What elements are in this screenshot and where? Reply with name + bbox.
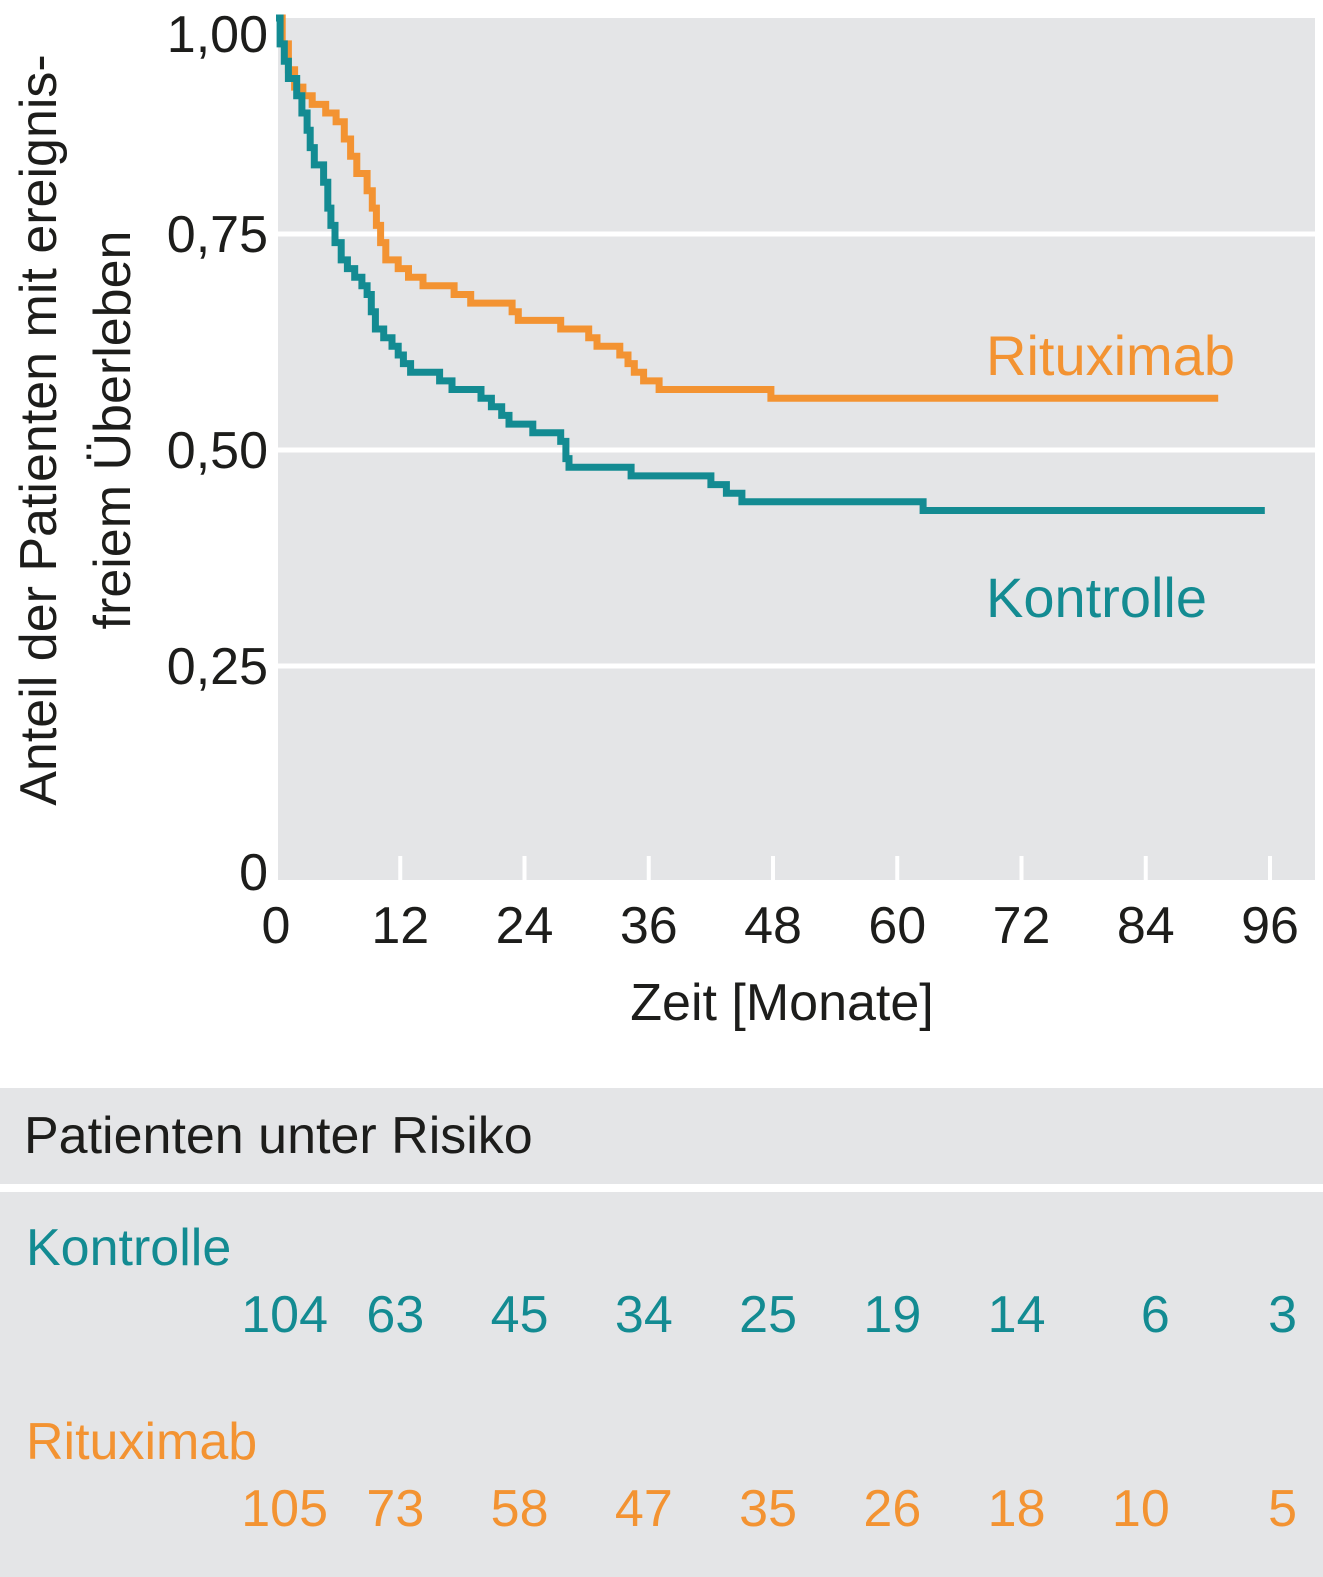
y-tick-label: 0,75 [167, 206, 268, 264]
risk-count: 104 [241, 1286, 328, 1344]
risk-label-rituximab: Rituximab [26, 1413, 258, 1471]
survival-chart: 0 0,25 0,50 0,75 1,00 0 12 24 36 48 60 72 84 96 Ritux… [10, 6, 1315, 1032]
risk-count: 10 [1111, 1480, 1170, 1538]
risk-count: 105 [241, 1480, 328, 1538]
x-tick-label: 12 [371, 897, 429, 955]
y-tick-label: 0,25 [167, 638, 268, 696]
y-axis-title-line1: Anteil der Patienten mit ereignis- [10, 54, 68, 806]
risk-count: 18 [987, 1480, 1046, 1538]
risk-count: 19 [863, 1286, 922, 1344]
y-tick-label: 0,50 [167, 422, 268, 480]
risk-table-header: Patienten unter Risiko [0, 1088, 1323, 1184]
risk-count: 25 [739, 1286, 797, 1344]
risk-count: 73 [366, 1480, 425, 1538]
risk-count: 6 [1140, 1286, 1170, 1344]
x-tick-label: 0 [262, 897, 291, 955]
risk-count: 34 [614, 1286, 673, 1344]
x-tick-label: 60 [868, 897, 926, 955]
y-axis-title-line2: freiem Überleben [84, 231, 142, 630]
risk-table: Kontrolle 104 63 45 34 25 19 14 6 3 Rituximab 10… [0, 1192, 1323, 1577]
risk-label-kontrolle: Kontrolle [26, 1219, 232, 1277]
risk-count: 3 [1268, 1286, 1297, 1344]
x-tick-label: 96 [1241, 897, 1299, 955]
x-tick-label: 72 [993, 897, 1051, 955]
rituximab-curve-label: Rituximab [986, 324, 1235, 387]
risk-count: 45 [490, 1286, 549, 1344]
x-tick-label: 24 [496, 897, 554, 955]
risk-count: 5 [1268, 1480, 1297, 1538]
x-tick-label: 36 [620, 897, 678, 955]
series-line-rituximab [276, 14, 1219, 402]
y-tick-label: 0 [239, 844, 268, 902]
risk-count: 47 [614, 1480, 673, 1538]
x-tick-label: 48 [744, 897, 802, 955]
risk-count: 26 [863, 1480, 922, 1538]
y-tick-label: 1,00 [167, 6, 268, 64]
risk-count: 14 [987, 1286, 1046, 1344]
risk-count: 35 [739, 1480, 797, 1538]
x-tick-label: 84 [1117, 897, 1175, 955]
series-line-kontrolle [276, 14, 1265, 514]
x-axis-title: Zeit [Monate] [630, 974, 933, 1032]
risk-count: 63 [366, 1286, 425, 1344]
kontrolle-curve-label: Kontrolle [986, 566, 1207, 629]
risk-table-title: Patienten unter Risiko [24, 1107, 533, 1165]
risk-count: 58 [490, 1480, 549, 1538]
